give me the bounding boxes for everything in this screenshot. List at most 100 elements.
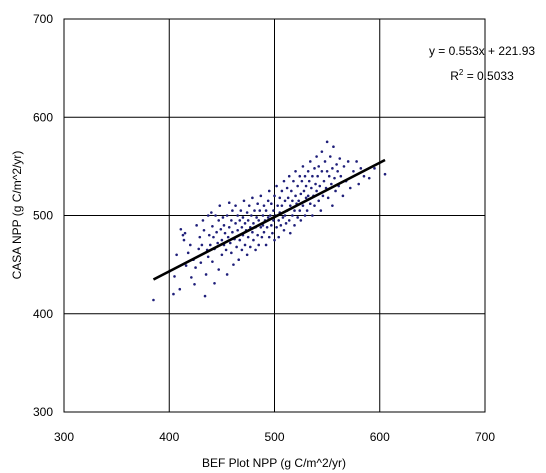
data-point <box>245 211 249 214</box>
data-point <box>298 174 302 178</box>
y-tick-label: 500 <box>33 209 53 223</box>
data-point <box>253 209 256 212</box>
data-point <box>242 199 246 203</box>
data-point <box>362 174 366 178</box>
data-point <box>252 238 255 242</box>
data-point <box>296 216 299 219</box>
data-point <box>327 174 331 178</box>
data-point <box>194 266 197 269</box>
data-point <box>195 224 198 227</box>
data-point <box>232 263 235 266</box>
data-point <box>227 201 231 205</box>
data-point <box>303 174 307 178</box>
data-point <box>267 189 271 193</box>
data-point <box>277 235 281 239</box>
data-point <box>293 224 296 227</box>
data-point <box>247 204 251 207</box>
data-point <box>264 243 268 247</box>
data-point <box>348 186 352 190</box>
data-point <box>325 140 329 144</box>
data-point <box>245 253 249 257</box>
data-point <box>217 219 221 222</box>
data-point <box>317 199 321 203</box>
data-point <box>288 204 292 207</box>
data-point <box>193 282 196 286</box>
data-point <box>255 216 258 219</box>
data-point <box>331 167 334 170</box>
data-point <box>334 189 337 193</box>
r-squared-value: = 0.5033 <box>463 69 514 83</box>
data-point <box>359 167 363 170</box>
data-point <box>310 186 313 190</box>
data-point <box>297 199 301 203</box>
data-point <box>189 243 192 247</box>
data-point <box>293 209 296 212</box>
data-point <box>183 231 187 235</box>
data-point <box>277 219 281 222</box>
data-point <box>256 202 259 206</box>
data-point <box>280 189 284 193</box>
data-point <box>270 202 273 206</box>
data-point <box>182 238 186 242</box>
data-point <box>341 194 345 198</box>
data-point <box>355 160 358 163</box>
data-point <box>283 199 287 203</box>
data-point <box>331 204 334 207</box>
data-point <box>184 264 188 267</box>
data-point <box>202 228 206 232</box>
data-point <box>215 230 218 234</box>
data-point <box>283 214 287 217</box>
data-point <box>304 184 308 188</box>
data-point <box>240 225 244 229</box>
data-point <box>225 273 229 276</box>
data-point <box>335 163 338 166</box>
data-point <box>288 231 292 235</box>
data-point <box>258 209 262 212</box>
data-point <box>373 167 376 170</box>
data-point <box>226 235 230 239</box>
data-point <box>175 253 178 257</box>
data-point <box>210 211 213 214</box>
data-point <box>292 179 295 183</box>
y-tick-label: 300 <box>33 405 53 419</box>
y-tick-label: 700 <box>33 12 53 26</box>
data-point <box>321 194 325 198</box>
data-point <box>330 182 333 186</box>
data-point <box>214 214 217 217</box>
data-point <box>252 222 255 225</box>
data-point <box>320 150 324 153</box>
data-point <box>179 227 183 231</box>
data-point <box>259 225 263 229</box>
data-point <box>234 222 237 225</box>
data-point <box>291 199 294 203</box>
data-point <box>325 169 329 173</box>
x-tick-label: 300 <box>54 430 74 444</box>
data-point <box>246 235 250 239</box>
data-point <box>307 179 311 183</box>
data-point <box>152 298 155 302</box>
data-point <box>206 255 210 259</box>
data-point <box>228 241 232 245</box>
data-point <box>259 194 263 198</box>
data-point <box>315 155 318 158</box>
data-point <box>287 219 291 222</box>
data-point <box>322 179 326 183</box>
data-point <box>294 169 297 173</box>
data-point <box>383 172 387 176</box>
data-point <box>306 194 310 198</box>
data-point <box>272 209 275 212</box>
data-point <box>305 209 309 212</box>
data-point <box>333 176 336 180</box>
x-tick-label: 500 <box>264 430 284 444</box>
y-tick-label: 600 <box>33 110 53 124</box>
data-point <box>204 273 208 276</box>
data-point <box>261 214 265 217</box>
data-point <box>251 230 254 234</box>
data-point <box>339 174 343 178</box>
data-point <box>239 209 243 212</box>
r-squared-symbol: R <box>450 69 459 83</box>
data-point <box>238 219 242 222</box>
data-point <box>291 214 294 217</box>
data-point <box>275 184 278 188</box>
